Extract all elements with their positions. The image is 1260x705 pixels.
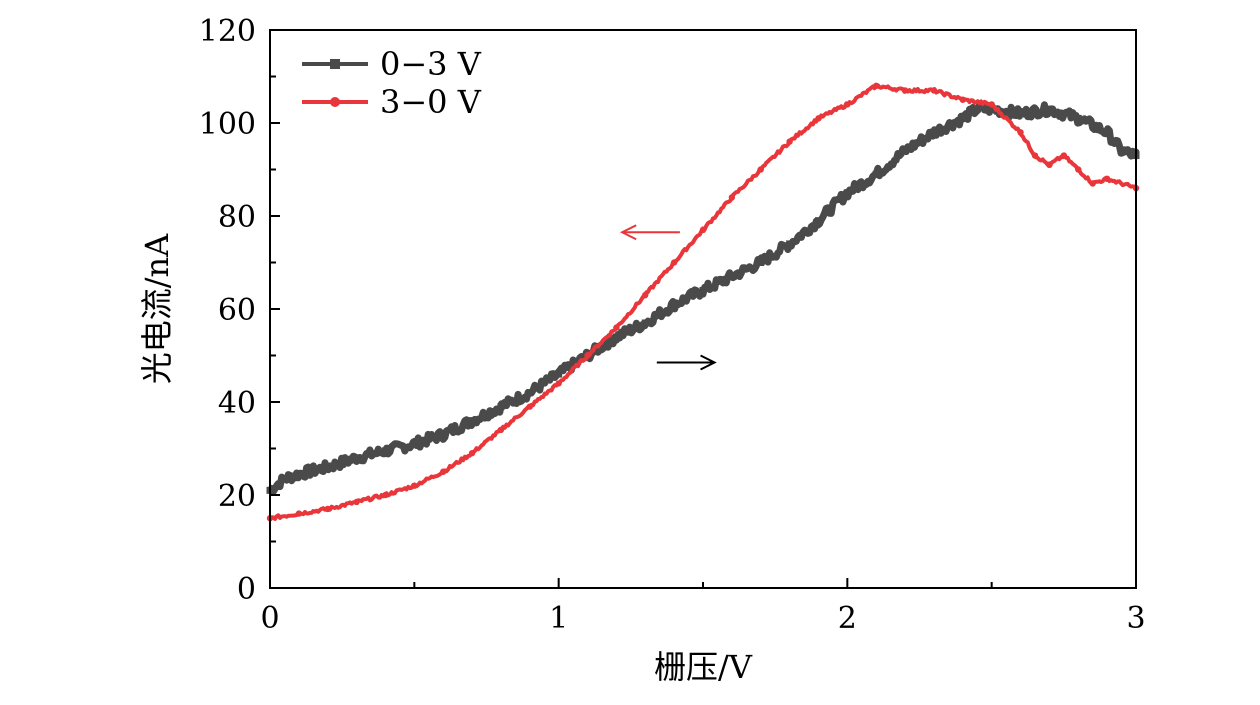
legend-marker-circle	[330, 97, 340, 107]
data-point	[959, 114, 967, 122]
data-point	[497, 403, 505, 411]
data-point	[324, 505, 331, 513]
x-tick-label: 2	[838, 601, 857, 636]
data-point	[612, 333, 620, 341]
y-axis-title: 光电流/nA	[138, 233, 176, 384]
data-point	[814, 217, 822, 225]
data-point	[699, 286, 707, 294]
data-point	[815, 115, 822, 122]
data-point	[1017, 129, 1024, 136]
legend: 0−3 V3−0 V	[302, 45, 482, 121]
annotation-layer	[619, 224, 717, 371]
data-point	[844, 101, 851, 108]
data-point	[973, 105, 981, 113]
data-point	[873, 82, 880, 90]
data-point	[642, 291, 649, 299]
data-point	[670, 259, 678, 266]
legend-label: 0−3 V	[380, 45, 482, 83]
data-point	[497, 426, 505, 434]
y-tick-label: 60	[218, 293, 256, 328]
data-point	[901, 147, 909, 155]
data-point	[843, 189, 851, 197]
data-point	[959, 96, 966, 103]
data-point	[411, 482, 418, 489]
data-point	[353, 498, 360, 506]
data-point	[786, 138, 793, 145]
data-point	[295, 510, 303, 517]
data-point	[526, 403, 533, 410]
legend-marker-square	[330, 59, 340, 69]
y-tick-label: 120	[199, 14, 256, 49]
series-line-2	[268, 83, 1138, 521]
data-point	[641, 319, 649, 327]
data-point	[786, 240, 794, 248]
data-point	[699, 226, 707, 234]
data-point	[382, 491, 389, 499]
data-point	[410, 440, 418, 448]
data-point	[1103, 128, 1111, 136]
data-point	[1017, 110, 1025, 118]
y-tick-label: 100	[199, 107, 256, 142]
data-point	[757, 166, 764, 173]
data-point	[555, 380, 562, 387]
x-tick-label: 1	[549, 601, 568, 636]
data-point	[1031, 152, 1039, 159]
data-point	[440, 468, 447, 475]
data-point	[757, 259, 765, 266]
tick-layer: 0 1 2 3 0 20 40 60 80 100 120	[199, 14, 1146, 636]
x-tick-label: 0	[260, 601, 279, 636]
data-point	[930, 87, 938, 94]
arrow-head	[700, 354, 717, 371]
data-point	[1075, 166, 1082, 173]
data-point	[584, 352, 591, 359]
data-point	[280, 475, 288, 483]
y-tick-label: 80	[218, 200, 256, 235]
data-point	[1045, 105, 1053, 113]
annotation-arrow-left	[619, 224, 680, 241]
data-point	[1089, 180, 1096, 187]
data-point	[526, 389, 534, 397]
data-point	[728, 194, 736, 201]
data-point	[728, 272, 736, 280]
y-tick-label: 40	[218, 386, 256, 421]
data-point	[439, 431, 447, 439]
x-tick-label: 3	[1126, 601, 1145, 636]
series-layer	[266, 82, 1140, 522]
data-point	[1074, 114, 1082, 122]
annotation-arrow-right	[656, 354, 717, 371]
legend-label: 3−0 V	[380, 83, 482, 121]
data-point	[468, 417, 476, 425]
data-point	[1060, 152, 1068, 159]
data-point	[670, 300, 678, 308]
data-point	[1118, 147, 1126, 155]
y-tick-label: 20	[218, 479, 256, 514]
data-point	[872, 170, 880, 178]
y-tick-label: 0	[237, 572, 256, 607]
data-point	[555, 370, 563, 378]
data-point	[324, 463, 332, 471]
data-point	[988, 105, 996, 113]
data-point	[1046, 161, 1053, 169]
data-point	[353, 454, 361, 462]
data-point	[930, 128, 938, 136]
arrow-head	[619, 224, 637, 241]
data-point	[1103, 175, 1111, 182]
data-point	[468, 449, 476, 457]
data-point	[988, 101, 995, 108]
data-point	[901, 87, 909, 94]
data-point	[295, 470, 303, 478]
data-point	[381, 447, 389, 455]
series-line-1	[266, 101, 1140, 496]
x-axis-title: 栅压/V	[654, 648, 753, 686]
data-point	[613, 324, 620, 331]
